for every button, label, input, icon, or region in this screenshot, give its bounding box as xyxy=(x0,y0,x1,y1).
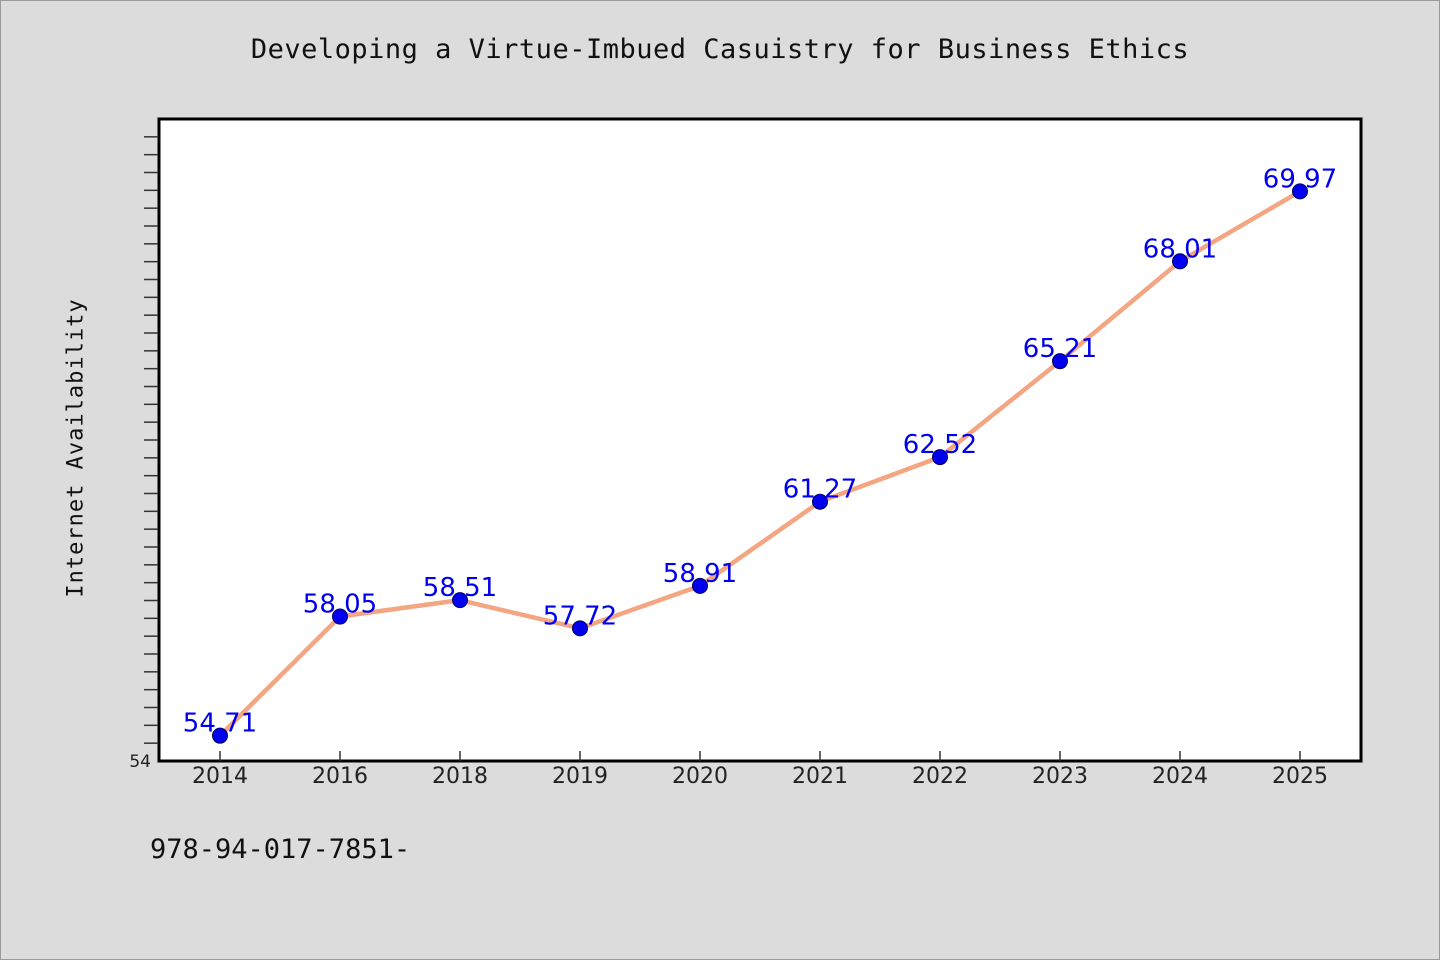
x-tick-label: 2016 xyxy=(312,764,368,789)
data-point xyxy=(1052,353,1068,370)
data-point xyxy=(1172,253,1188,270)
x-tick-label: 2025 xyxy=(1272,764,1328,789)
data-point xyxy=(212,727,228,744)
x-tick-label: 2021 xyxy=(792,764,848,789)
x-tick-label: 2024 xyxy=(1152,764,1208,789)
data-label: 61.27 xyxy=(783,475,857,505)
plot-area xyxy=(157,117,1363,763)
data-point xyxy=(332,608,348,625)
data-label: 69.97 xyxy=(1263,164,1337,194)
x-tick-label: 2014 xyxy=(192,764,248,789)
data-point xyxy=(812,493,828,510)
data-labels: 54.71 58.05 58.51 57.72 58.91 61.27 62.52 65.21… xyxy=(183,164,1337,738)
x-tick-label: 2022 xyxy=(912,764,968,789)
data-point xyxy=(572,620,588,637)
x-axis-ticks: 2014 2016 2018 2019 2020 2021 2022 2023 2024 2025 xyxy=(192,751,1328,789)
data-label: 58.51 xyxy=(423,573,497,603)
data-point xyxy=(692,577,708,594)
y-axis-ticks: 54 xyxy=(129,136,158,772)
data-label: 62.52 xyxy=(903,430,977,460)
data-label: 58.05 xyxy=(303,590,377,620)
data-point xyxy=(932,449,948,466)
data-label: 54.71 xyxy=(183,709,257,739)
data-label: 68.01 xyxy=(1143,234,1217,264)
y-tick-label: 54 xyxy=(129,752,151,772)
data-label: 57.72 xyxy=(543,601,617,631)
data-label: 65.21 xyxy=(1023,334,1097,364)
series-line-group xyxy=(217,189,1303,738)
footer-code: 978-94-017-7851- xyxy=(150,834,411,865)
chart-title: Developing a Virtue-Imbued Casuistry for… xyxy=(250,34,1190,65)
x-tick-label: 2023 xyxy=(1032,764,1088,789)
data-label: 58.91 xyxy=(663,559,737,589)
x-tick-label: 2019 xyxy=(552,764,608,789)
data-point xyxy=(1292,183,1308,200)
data-point xyxy=(452,592,468,609)
x-tick-label: 2018 xyxy=(432,764,488,789)
series-line xyxy=(217,189,1303,738)
data-points xyxy=(212,183,1308,744)
x-tick-label: 2020 xyxy=(672,764,728,789)
